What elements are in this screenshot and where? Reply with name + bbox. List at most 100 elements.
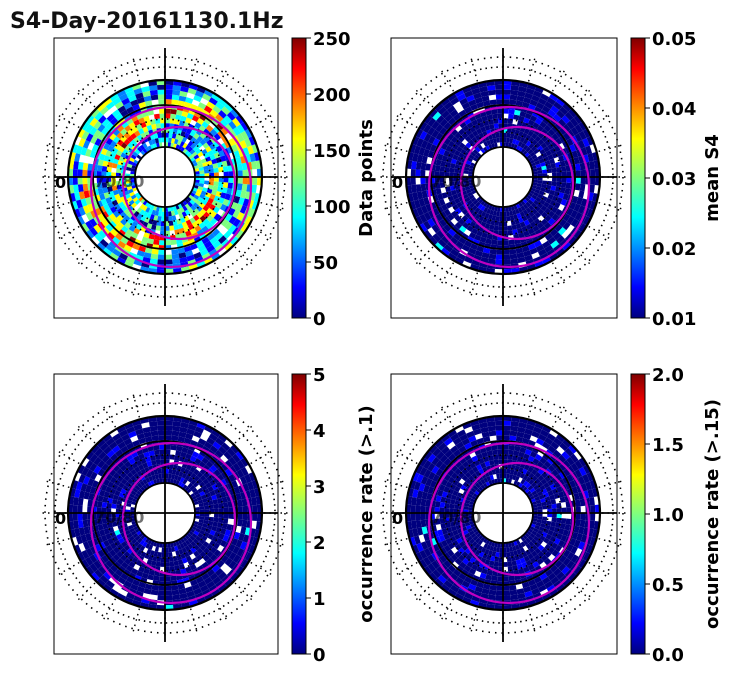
heatmap-cell	[440, 247, 451, 257]
heatmap-cell	[195, 554, 203, 562]
heatmap-cell	[120, 218, 128, 226]
heatmap-cell	[546, 457, 555, 465]
heatmap-cell	[464, 592, 474, 600]
heatmap-cell	[533, 218, 541, 226]
heatmap-cell	[165, 108, 171, 114]
heatmap-cell	[126, 183, 132, 188]
heatmap-cell	[93, 224, 102, 234]
heatmap-cell	[481, 115, 488, 122]
heatmap-cell	[464, 163, 471, 168]
heatmap-cell	[213, 152, 221, 159]
heatmap-cell	[579, 162, 586, 171]
heatmap-cell	[537, 248, 547, 257]
heatmap-cell	[510, 594, 519, 601]
heatmap-cell	[418, 121, 428, 131]
heatmap-cell	[543, 557, 552, 566]
heatmap-cell	[211, 564, 221, 573]
heatmap-cell	[444, 171, 450, 177]
heatmap-cell	[147, 574, 154, 581]
heatmap-cell	[427, 554, 436, 564]
heatmap-cell	[420, 183, 427, 192]
heatmap-cell	[540, 478, 548, 485]
heatmap-cell	[199, 449, 207, 458]
heatmap-cell	[440, 97, 451, 107]
heatmap-cell	[203, 441, 213, 450]
heatmap-cell	[220, 126, 229, 136]
heatmap-cell	[191, 451, 200, 459]
heatmap-cell	[137, 482, 143, 489]
magenta-contour	[459, 125, 575, 241]
radial-tick	[551, 262, 567, 287]
heatmap-cell	[215, 526, 222, 534]
heatmap-cell	[532, 179, 538, 184]
heatmap-cell	[482, 436, 491, 443]
heatmap-cell	[177, 247, 186, 254]
heatmap-cell	[134, 199, 141, 205]
heatmap-cell	[425, 142, 433, 151]
heatmap-cell	[202, 497, 208, 503]
heatmap-cell	[139, 203, 146, 210]
heatmap-cell	[461, 551, 469, 558]
heatmap-cell	[198, 538, 206, 545]
heatmap-cell	[440, 433, 451, 443]
heatmap-cell	[439, 126, 448, 136]
heatmap-cell	[204, 513, 210, 517]
heatmap-cell	[437, 106, 447, 116]
heatmap-cell	[452, 490, 459, 497]
heatmap-cell	[443, 579, 453, 589]
heatmap-cell	[516, 471, 522, 478]
heatmap-cell	[90, 135, 98, 145]
heatmap-cell	[231, 201, 239, 210]
heatmap-cell	[553, 526, 560, 534]
heatmap-cell	[114, 193, 121, 200]
heatmap-cell	[187, 140, 194, 147]
heatmap-cell	[102, 160, 109, 167]
heatmap-cell	[564, 111, 574, 121]
heatmap-cell	[483, 543, 489, 549]
heatmap-cell	[521, 581, 530, 589]
heatmap-cell	[476, 581, 485, 589]
heatmap-cell	[217, 466, 225, 474]
heatmap-cell	[206, 101, 216, 110]
heatmap-cell	[228, 120, 237, 130]
heatmap-cell	[160, 225, 165, 231]
heatmap-cell	[112, 136, 121, 144]
heatmap-cell	[97, 495, 104, 502]
heatmap-cell	[482, 553, 488, 560]
heatmap-cell	[538, 158, 545, 164]
heatmap-cell	[120, 471, 127, 479]
heatmap-cell	[483, 141, 489, 147]
heatmap-cell	[197, 522, 204, 527]
heatmap-cell	[555, 473, 563, 482]
heatmap-cell	[193, 208, 200, 215]
heatmap-cell	[175, 450, 182, 457]
heatmap-cell	[222, 165, 229, 172]
heatmap-cell	[496, 249, 503, 255]
heatmap-cell	[465, 554, 473, 562]
heatmap-cell	[170, 575, 177, 582]
heatmap-cell	[413, 481, 421, 491]
heatmap-cell	[447, 469, 455, 477]
heatmap-cell	[180, 86, 189, 93]
heatmap-cell	[441, 203, 449, 212]
heatmap-cell	[176, 139, 182, 146]
heatmap-cell	[464, 532, 471, 539]
heatmap-cell	[109, 488, 117, 495]
heatmap-cell	[551, 549, 559, 557]
heatmap-cell	[208, 504, 214, 510]
heatmap-cell	[465, 524, 472, 530]
heatmap-cell	[102, 97, 113, 107]
heatmap-cell	[191, 557, 199, 564]
heatmap-cell	[412, 489, 419, 498]
heatmap-cell	[543, 124, 552, 133]
heatmap-cell	[423, 133, 432, 143]
heatmap-cell	[480, 126, 487, 133]
heatmap-cell	[472, 149, 479, 155]
heatmap-cell	[420, 162, 427, 171]
heatmap-cell	[434, 102, 444, 112]
heatmap-cell	[165, 468, 169, 474]
heatmap-cell	[157, 94, 165, 100]
heatmap-cell	[195, 191, 201, 197]
heatmap-cell	[235, 492, 242, 501]
heatmap-cell	[159, 113, 165, 119]
